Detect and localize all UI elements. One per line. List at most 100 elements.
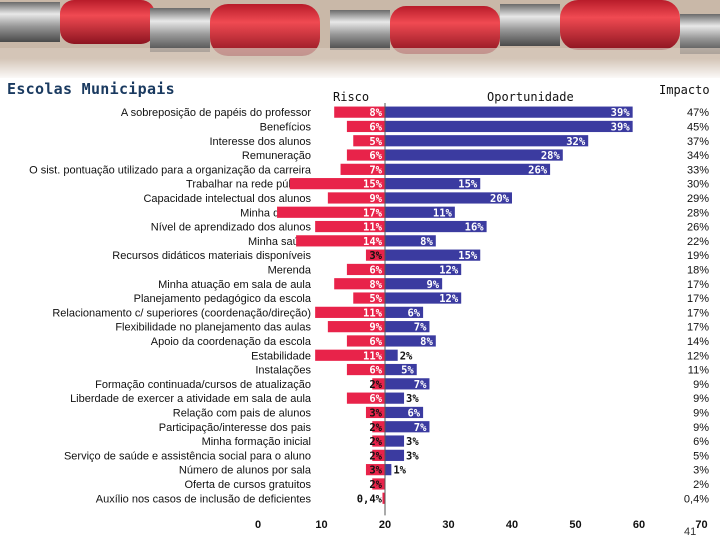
opportunity-bar bbox=[385, 378, 430, 390]
risk-value-label: 6% bbox=[369, 121, 382, 133]
opportunity-bar bbox=[385, 464, 392, 476]
category-label: Auxílio nos casos de inclusão de deficie… bbox=[96, 493, 312, 505]
impact-value-label: 17% bbox=[687, 293, 709, 305]
opportunity-value-label: 1% bbox=[393, 465, 406, 477]
opportunity-value-label: 32% bbox=[566, 136, 586, 148]
category-label: Relacionamento c/ superiores (coordenaçã… bbox=[52, 307, 311, 319]
opportunity-value-label: 12% bbox=[439, 264, 459, 276]
category-label: Serviço de saúde e assistência social pa… bbox=[64, 450, 311, 462]
opportunity-value-label: 8% bbox=[420, 236, 433, 248]
risk-value-label: 6% bbox=[369, 264, 382, 276]
impact-value-label: 18% bbox=[687, 264, 709, 276]
opportunity-bar bbox=[385, 406, 424, 419]
risk-bar bbox=[346, 363, 385, 376]
risk-bar bbox=[327, 321, 385, 333]
risk-value-label: 9% bbox=[369, 322, 382, 334]
category-label: Interesse dos alunos bbox=[209, 136, 311, 148]
pencils-banner-image bbox=[0, 0, 720, 78]
opportunity-bar bbox=[385, 306, 424, 318]
risk-value-label: 11% bbox=[363, 350, 383, 362]
impact-value-label: 11% bbox=[688, 365, 709, 377]
opportunity-bar bbox=[385, 449, 405, 461]
x-tick-label: 50 bbox=[569, 519, 581, 531]
impact-value-label: 47% bbox=[687, 107, 709, 119]
risk-value-label: 5% bbox=[369, 293, 382, 305]
opportunity-value-label: 9% bbox=[426, 279, 439, 291]
risk-bar bbox=[382, 492, 385, 504]
category-label: A sobreposição de papéis do professor bbox=[121, 107, 312, 119]
category-label: Minha saúde bbox=[248, 236, 311, 248]
risk-bar bbox=[289, 178, 385, 190]
risk-bar bbox=[372, 421, 385, 433]
category-label: Planejamento pedagógico da escola bbox=[134, 293, 312, 305]
risk-bar bbox=[365, 464, 385, 476]
opportunity-bar bbox=[385, 263, 462, 276]
category-label: Capacidade intelectual dos alunos bbox=[143, 193, 311, 205]
opportunity-bar bbox=[385, 149, 563, 161]
risk-bar bbox=[346, 149, 385, 161]
risk-bar bbox=[334, 106, 385, 118]
risk-value-label: 2% bbox=[369, 422, 382, 434]
opportunity-bar bbox=[385, 392, 405, 404]
opportunity-bar bbox=[385, 349, 398, 361]
risk-bar bbox=[296, 235, 385, 247]
impact-value-label: 45% bbox=[687, 121, 709, 133]
risk-value-label: 8% bbox=[369, 107, 382, 119]
impact-value-label: 26% bbox=[687, 222, 709, 234]
category-label: O sist. pontuação utilizado para a organ… bbox=[29, 164, 312, 176]
category-label: Nível de aprendizado dos alunos bbox=[151, 222, 312, 234]
opportunity-bar bbox=[385, 120, 633, 133]
risk-value-label: 5% bbox=[369, 136, 382, 148]
x-tick-label: 10 bbox=[315, 519, 327, 531]
x-tick-label: 70 bbox=[695, 519, 707, 531]
x-tick-label: 20 bbox=[379, 519, 391, 531]
risk-bar bbox=[365, 406, 385, 419]
risk-value-label: 14% bbox=[363, 236, 383, 248]
opportunity-bar bbox=[385, 220, 487, 233]
risk-value-label: 17% bbox=[363, 207, 383, 219]
opportunity-value-label: 7% bbox=[414, 322, 427, 334]
opportunity-bar bbox=[385, 421, 430, 433]
category-label: Recursos didáticos materiais disponíveis bbox=[112, 250, 311, 262]
opportunity-value-label: 39% bbox=[611, 107, 631, 119]
category-label: Participação/interesse dos pais bbox=[159, 422, 312, 434]
risk-value-label: 11% bbox=[363, 222, 383, 234]
impact-value-label: 0,4% bbox=[684, 493, 709, 505]
x-tick-label: 60 bbox=[633, 519, 645, 531]
category-label: Minha formação inicial bbox=[202, 436, 311, 448]
opportunity-value-label: 15% bbox=[458, 250, 478, 262]
category-label: Número de alunos por sala bbox=[179, 465, 312, 477]
risk-bar bbox=[372, 449, 385, 461]
opportunity-value-label: 7% bbox=[414, 422, 427, 434]
impact-value-label: 9% bbox=[693, 393, 709, 405]
risk-value-label: 3% bbox=[369, 407, 382, 419]
risk-bar bbox=[346, 392, 385, 404]
risk-value-label: 3% bbox=[369, 465, 382, 477]
risk-bar bbox=[372, 435, 385, 447]
category-label: Merenda bbox=[268, 264, 312, 276]
opportunity-bar bbox=[385, 292, 462, 304]
impact-value-label: 9% bbox=[693, 407, 709, 419]
impact-value-label: 17% bbox=[687, 322, 709, 334]
impact-value-label: 6% bbox=[693, 436, 709, 448]
risk-bar bbox=[346, 120, 385, 133]
impact-value-label: 33% bbox=[687, 164, 709, 176]
opportunity-value-label: 16% bbox=[465, 222, 485, 234]
risk-series-header: Risco bbox=[333, 90, 370, 104]
impact-value-label: 5% bbox=[693, 450, 709, 462]
risk-bar bbox=[346, 335, 385, 347]
risk-value-label: 6% bbox=[369, 365, 382, 377]
category-label: Benefícios bbox=[260, 121, 312, 133]
risk-value-label: 2% bbox=[369, 450, 382, 462]
opportunity-value-label: 3% bbox=[406, 450, 419, 462]
impact-value-label: 12% bbox=[687, 350, 709, 362]
category-label: Trabalhar na rede pública bbox=[186, 179, 312, 191]
category-label: Formação continuada/cursos de atualizaçã… bbox=[95, 379, 311, 391]
impact-value-label: 34% bbox=[687, 150, 709, 162]
risk-value-label: 0,4% bbox=[357, 493, 383, 505]
category-label: Relação com pais de alunos bbox=[173, 407, 312, 419]
risk-bar bbox=[346, 263, 385, 276]
risk-bar bbox=[315, 306, 385, 318]
